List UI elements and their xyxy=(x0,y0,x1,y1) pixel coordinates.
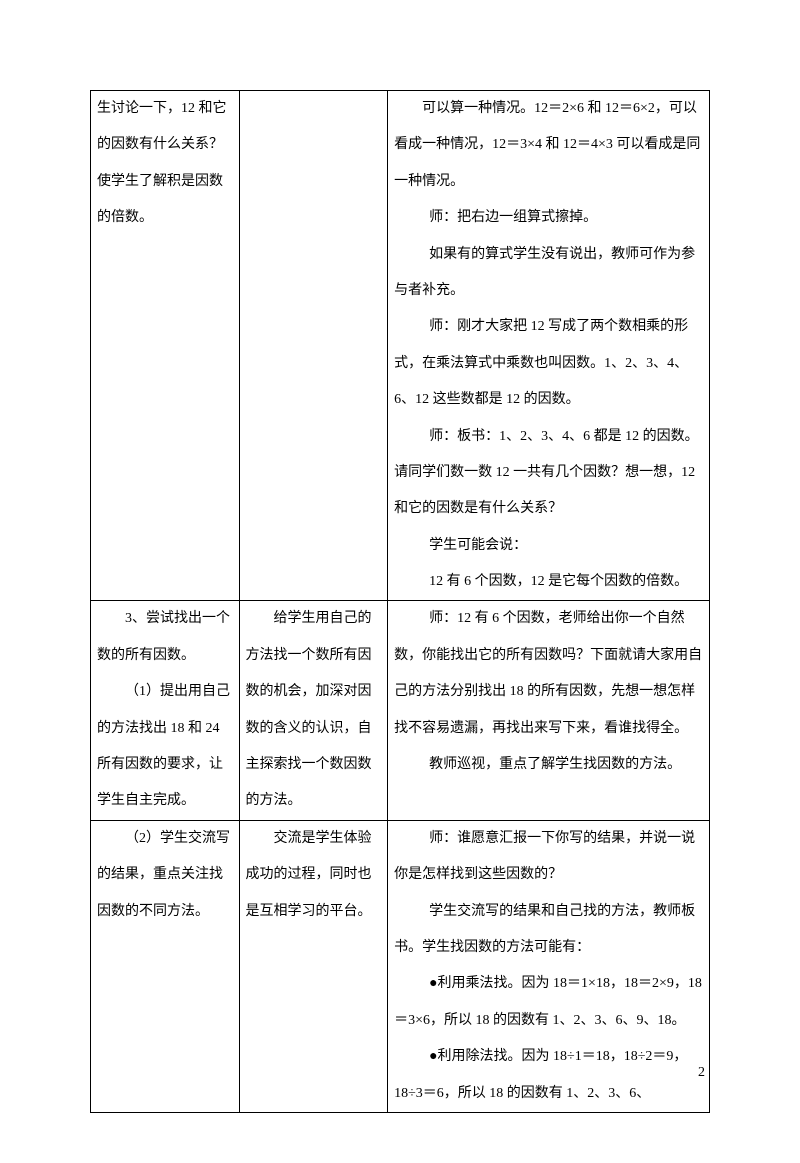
text-content: 如果有的算式学生没有说出，教师可作为参与者补充。 xyxy=(394,237,703,310)
cell-row2-col1: 3、尝试找出一个数的所有因数。 （1）提出用自己的方法找出 18 和 24 所有… xyxy=(91,601,240,820)
text-content: 3、尝试找出一个数的所有因数。 xyxy=(97,601,233,674)
page-container: 生讨论一下，12 和它的因数有什么关系？使学生了解积是因数的倍数。 可以算一种情… xyxy=(0,0,800,1163)
text-content: 学生交流写的结果和自己找的方法，教师板书。学生找因数的方法可能有： xyxy=(394,894,703,967)
text-content: 交流是学生体验成功的过程，同时也是互相学习的平台。 xyxy=(246,821,382,930)
text-content: 师：12 有 6 个因数，老师给出你一个自然数，你能找出它的所有因数吗？下面就请… xyxy=(394,601,703,747)
cell-row3-col3: 师：谁愿意汇报一下你写的结果，并说一说你是怎样找到这些因数的？ 学生交流写的结果… xyxy=(388,820,710,1112)
cell-row2-col3: 师：12 有 6 个因数，老师给出你一个自然数，你能找出它的所有因数吗？下面就请… xyxy=(388,601,710,820)
text-content: 12 有 6 个因数，12 是它每个因数的倍数。 xyxy=(394,564,703,600)
text-content: ●利用除法找。因为 18÷1＝18，18÷2＝9，18÷3＝6，所以 18 的因… xyxy=(394,1039,703,1112)
text-content: 师：刚才大家把 12 写成了两个数相乘的形式，在乘法算式中乘数也叫因数。1、2、… xyxy=(394,309,703,418)
text-content: ●利用乘法找。因为 18＝1×18，18＝2×9，18＝3×6，所以 18 的因… xyxy=(394,966,703,1039)
cell-row2-col2: 给学生用自己的方法找一个数所有因数的机会，加深对因数的含义的认识，自主探索找一个… xyxy=(239,601,388,820)
text-content: （1）提出用自己的方法找出 18 和 24 所有因数的要求，让学生自主完成。 xyxy=(97,674,233,820)
text-content: 生讨论一下，12 和它的因数有什么关系？使学生了解积是因数的倍数。 xyxy=(97,91,233,237)
page-number: 2 xyxy=(698,1065,705,1081)
text-content: 师：把右边一组算式擦掉。 xyxy=(394,200,703,236)
table-row: 生讨论一下，12 和它的因数有什么关系？使学生了解积是因数的倍数。 可以算一种情… xyxy=(91,91,710,601)
table-row: （2）学生交流写的结果，重点关注找因数的不同方法。 交流是学生体验成功的过程，同… xyxy=(91,820,710,1112)
text-content: 师：谁愿意汇报一下你写的结果，并说一说你是怎样找到这些因数的？ xyxy=(394,821,703,894)
text-content: 教师巡视，重点了解学生找因数的方法。 xyxy=(394,747,703,783)
cell-row1-col1: 生讨论一下，12 和它的因数有什么关系？使学生了解积是因数的倍数。 xyxy=(91,91,240,601)
text-content: （2）学生交流写的结果，重点关注找因数的不同方法。 xyxy=(97,821,233,930)
text-content: 学生可能会说： xyxy=(394,528,703,564)
cell-row3-col1: （2）学生交流写的结果，重点关注找因数的不同方法。 xyxy=(91,820,240,1112)
cell-row3-col2: 交流是学生体验成功的过程，同时也是互相学习的平台。 xyxy=(239,820,388,1112)
table-row: 3、尝试找出一个数的所有因数。 （1）提出用自己的方法找出 18 和 24 所有… xyxy=(91,601,710,820)
content-table: 生讨论一下，12 和它的因数有什么关系？使学生了解积是因数的倍数。 可以算一种情… xyxy=(90,90,710,1113)
text-content: 师：板书：1、2、3、4、6 都是 12 的因数。请同学们数一数 12 一共有几… xyxy=(394,419,703,528)
text-content: 给学生用自己的方法找一个数所有因数的机会，加深对因数的含义的认识，自主探索找一个… xyxy=(246,601,382,819)
cell-row1-col3: 可以算一种情况。12＝2×6 和 12＝6×2，可以看成一种情况，12＝3×4 … xyxy=(388,91,710,601)
text-content: 可以算一种情况。12＝2×6 和 12＝6×2，可以看成一种情况，12＝3×4 … xyxy=(394,91,703,200)
cell-row1-col2 xyxy=(239,91,388,601)
